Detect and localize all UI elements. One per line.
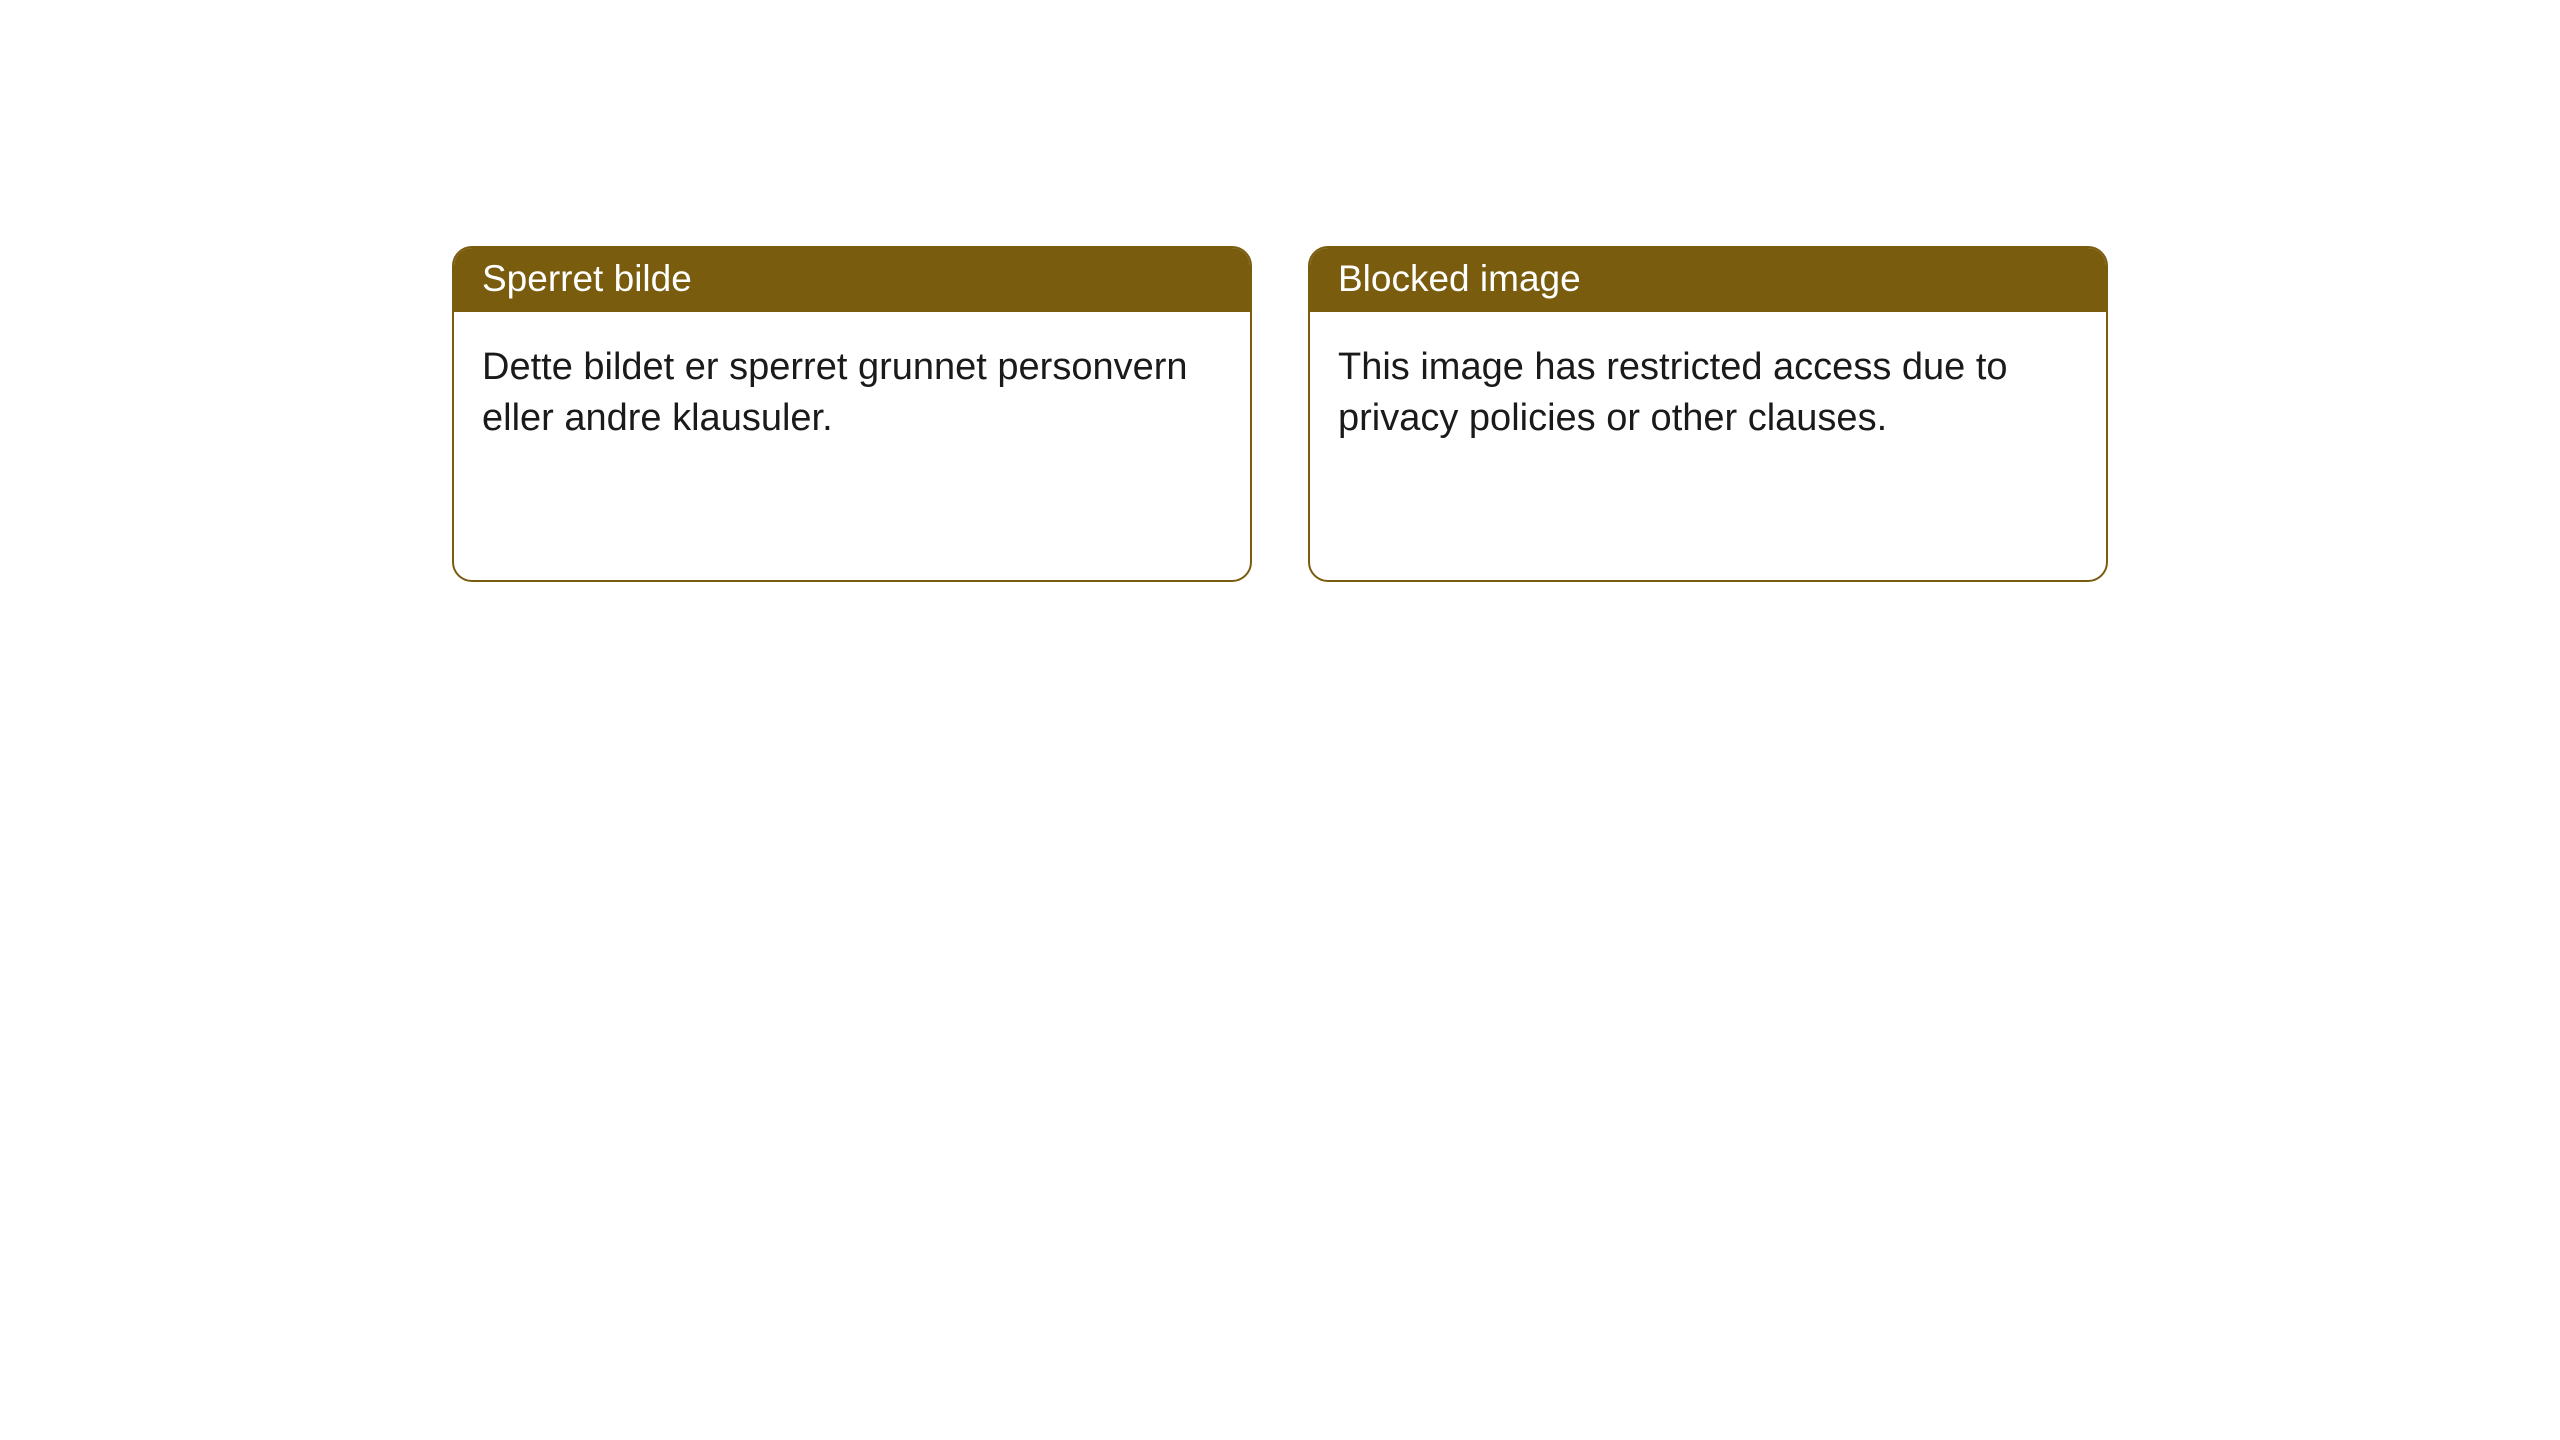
card-title-en: Blocked image — [1310, 248, 2106, 312]
blocked-image-card-no: Sperret bilde Dette bildet er sperret gr… — [452, 246, 1252, 582]
card-title-no: Sperret bilde — [454, 248, 1250, 312]
blocked-image-cards: Sperret bilde Dette bildet er sperret gr… — [452, 246, 2108, 582]
card-body-en: This image has restricted access due to … — [1310, 312, 2106, 475]
blocked-image-card-en: Blocked image This image has restricted … — [1308, 246, 2108, 582]
card-body-no: Dette bildet er sperret grunnet personve… — [454, 312, 1250, 475]
